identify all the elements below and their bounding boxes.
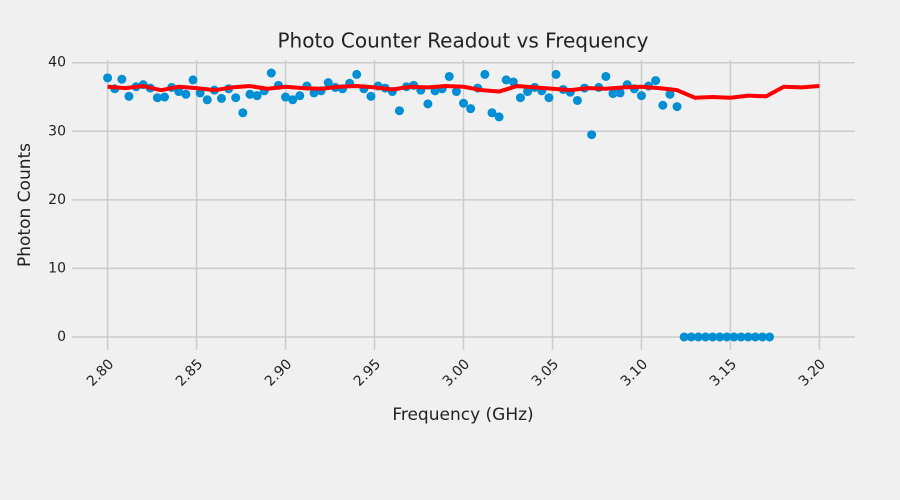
scatter-point (743, 332, 753, 342)
scatter-point (288, 95, 298, 105)
scatter-point (729, 332, 739, 342)
scatter-point (366, 91, 376, 101)
x-tick-label: 3.00 (440, 356, 473, 389)
scatter-point (487, 108, 497, 118)
scatter-point (636, 91, 646, 101)
x-tick-label: 2.85 (173, 356, 206, 389)
x-axis-label: Frequency (GHz) (392, 405, 533, 425)
scatter-point (245, 89, 255, 99)
scatter-point (651, 76, 661, 86)
scatter-point (587, 130, 597, 140)
scatter-point (757, 332, 767, 342)
scatter-point (750, 332, 760, 342)
y-tick-label: 30 (48, 123, 66, 139)
scatter-point (309, 88, 319, 98)
scatter-point (152, 93, 162, 103)
scatter-point (466, 104, 476, 114)
scatter-point (216, 93, 226, 103)
x-tick-label: 2.95 (351, 356, 384, 389)
scatter-point (551, 69, 561, 79)
scatter-point (693, 332, 703, 342)
scatter-point (608, 89, 618, 99)
x-tick-label: 2.90 (262, 356, 295, 389)
y-axis-label: Photon Counts (15, 143, 35, 267)
scatter-point (459, 98, 468, 108)
scatter-point (672, 102, 682, 112)
x-tick-label: 3.15 (707, 356, 740, 389)
scatter-point (160, 92, 170, 102)
scatter-point (202, 95, 212, 105)
x-tick-label: 3.20 (796, 356, 829, 389)
scatter-point (715, 332, 725, 342)
scatter-point (601, 71, 611, 81)
scatter-point (444, 71, 454, 81)
x-tick-label: 2.80 (84, 356, 117, 389)
scatter-point (295, 91, 305, 101)
scatter-point (765, 332, 775, 342)
scatter-point (494, 112, 504, 122)
scatter-point (665, 89, 675, 99)
scatter-point (181, 89, 191, 99)
scatter-point (423, 99, 433, 109)
scatter-point (252, 91, 262, 101)
scatter-point (231, 93, 241, 103)
scatter-point (174, 87, 184, 97)
scatter-point (736, 332, 746, 342)
scatter-point (701, 332, 711, 342)
scatter-point (572, 95, 582, 105)
scatter-point (515, 93, 525, 103)
y-tick-label: 10 (48, 260, 66, 276)
x-tick-label: 3.05 (529, 356, 562, 389)
scatter-point (708, 332, 718, 342)
scatter-point (544, 93, 554, 103)
scatter-point (103, 73, 113, 83)
y-tick-label: 40 (48, 55, 66, 71)
y-tick-label: 0 (57, 329, 66, 345)
scatter-point (686, 332, 696, 342)
scatter-point (679, 332, 689, 342)
scatter-point (238, 108, 248, 118)
scatter-point (501, 75, 511, 85)
scatter-point (508, 77, 518, 87)
chart-title: Photo Counter Readout vs Frequency (278, 29, 649, 53)
scatter-point (188, 75, 198, 85)
scatter-point (394, 106, 404, 116)
scatter-point (523, 87, 533, 97)
x-tick-label: 3.10 (618, 356, 651, 389)
scatter-point (451, 87, 461, 97)
scatter-point (281, 92, 291, 102)
scatter-point (323, 78, 333, 88)
y-tick-label: 20 (48, 192, 66, 208)
line (107, 84, 820, 100)
scatter-point (658, 100, 668, 110)
scatter-point (124, 91, 134, 101)
scatter-point (480, 69, 490, 79)
scatter-point (352, 69, 362, 79)
scatter-point (615, 88, 625, 98)
scatter-point (722, 332, 732, 342)
scatter-point (266, 68, 276, 78)
scatter-point (117, 74, 127, 84)
